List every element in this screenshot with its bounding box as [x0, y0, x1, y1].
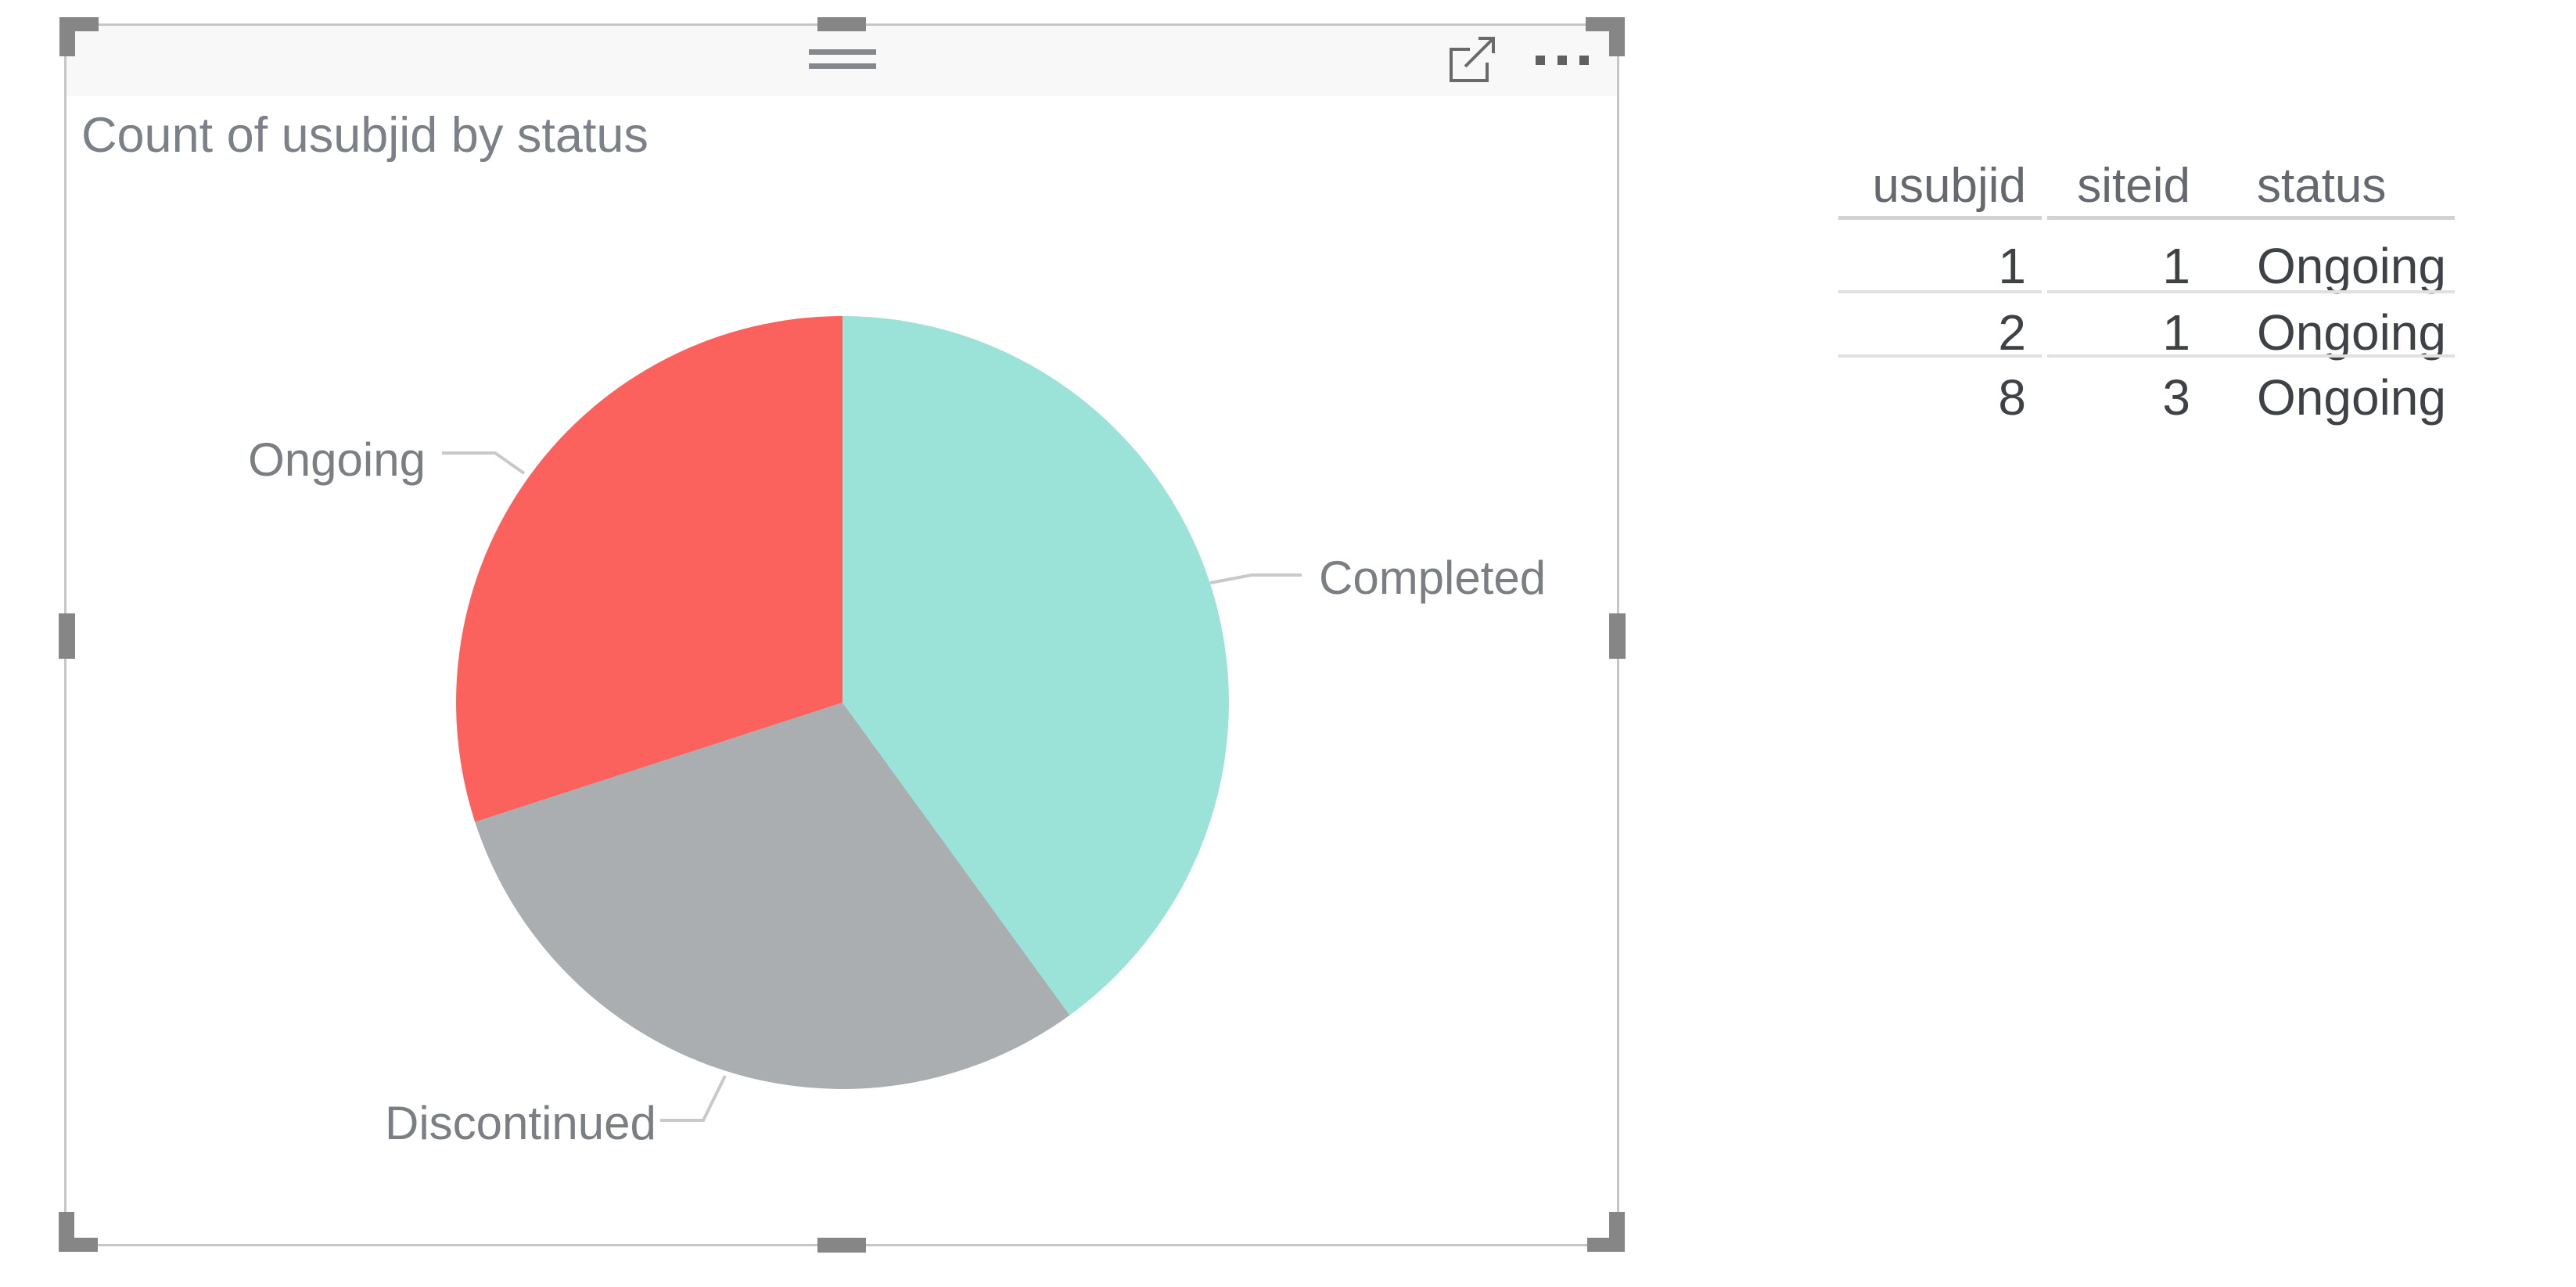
- svg-text:Ongoing: Ongoing: [248, 433, 426, 486]
- svg-text:Discontinued: Discontinued: [385, 1097, 656, 1149]
- svg-text:Completed: Completed: [1319, 552, 1546, 604]
